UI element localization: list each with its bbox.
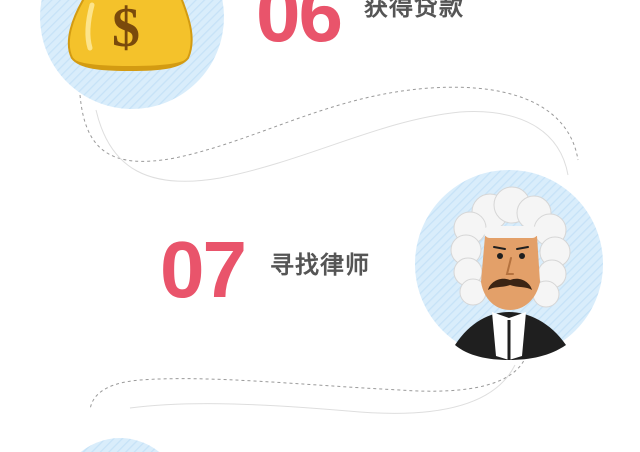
solid-connector xyxy=(95,109,569,182)
solid-connector xyxy=(129,364,516,414)
step-08-circle xyxy=(80,438,160,452)
step-label: 获得贷款 xyxy=(364,0,464,21)
dashed-connector xyxy=(89,349,529,411)
step-number: 07 xyxy=(160,225,247,314)
svg-text:$: $ xyxy=(112,0,140,59)
step-label: 寻找律师 xyxy=(270,251,370,279)
step-number: 06 xyxy=(256,0,343,58)
dashed-connector xyxy=(79,86,579,162)
